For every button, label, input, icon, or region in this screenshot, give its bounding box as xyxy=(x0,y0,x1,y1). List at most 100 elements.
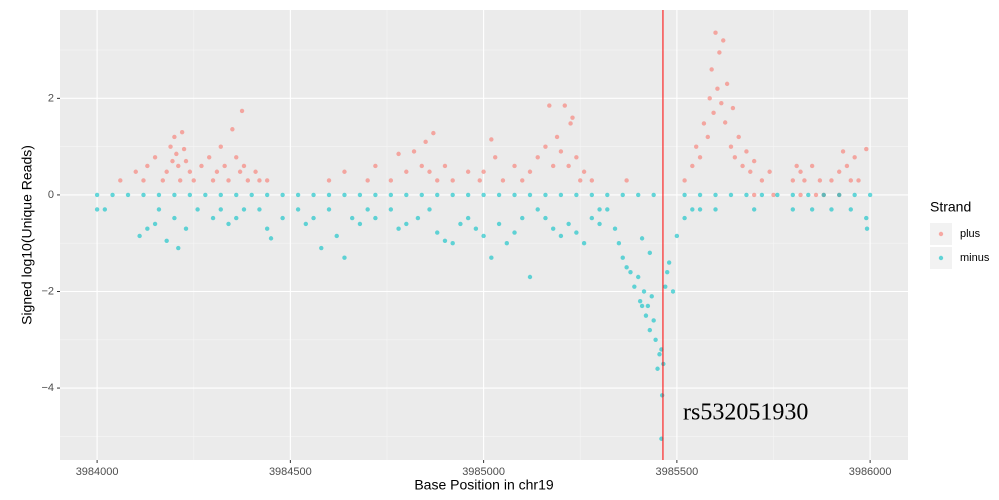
point xyxy=(852,192,857,198)
point xyxy=(187,169,193,174)
point xyxy=(489,137,494,142)
legend-swatch xyxy=(938,231,944,237)
point xyxy=(558,192,564,198)
point xyxy=(164,238,169,243)
point xyxy=(241,163,247,169)
point xyxy=(724,81,730,87)
point xyxy=(697,192,703,198)
point xyxy=(612,226,618,231)
point xyxy=(581,241,587,246)
point xyxy=(222,163,227,169)
point xyxy=(798,169,803,174)
point xyxy=(373,215,378,221)
point xyxy=(663,284,668,289)
point xyxy=(856,178,861,183)
point xyxy=(481,192,486,198)
point xyxy=(241,207,247,212)
annotation: rs532051930 xyxy=(683,400,808,426)
point xyxy=(616,241,622,246)
point xyxy=(435,178,440,183)
point xyxy=(427,169,432,174)
point xyxy=(574,230,579,235)
x-tick-label: 3984000 xyxy=(76,466,119,478)
point xyxy=(759,178,765,183)
point xyxy=(690,163,695,169)
point xyxy=(751,158,757,164)
point xyxy=(396,151,401,157)
point xyxy=(653,337,658,342)
point xyxy=(152,221,158,227)
point xyxy=(748,169,753,174)
point xyxy=(581,169,587,174)
point xyxy=(527,274,533,280)
point xyxy=(137,233,142,239)
point xyxy=(589,178,595,183)
point xyxy=(442,163,448,169)
point xyxy=(357,192,363,198)
point xyxy=(693,144,699,149)
point xyxy=(512,192,517,198)
point xyxy=(647,327,653,333)
point xyxy=(303,221,309,227)
grid xyxy=(60,10,908,460)
point xyxy=(790,207,796,212)
point xyxy=(245,178,251,183)
point xyxy=(543,144,548,149)
point xyxy=(415,215,421,221)
point xyxy=(264,192,270,198)
point xyxy=(717,50,722,55)
point xyxy=(110,192,115,198)
point xyxy=(705,134,710,140)
point xyxy=(152,155,158,160)
point xyxy=(264,178,270,183)
point xyxy=(829,207,834,212)
point xyxy=(257,178,262,183)
point xyxy=(697,155,703,160)
point xyxy=(645,303,651,309)
point xyxy=(102,207,108,212)
point xyxy=(295,207,301,212)
point xyxy=(442,238,448,243)
point xyxy=(732,155,738,160)
point xyxy=(218,207,223,212)
point xyxy=(172,192,177,198)
point xyxy=(837,192,842,198)
point xyxy=(458,221,463,227)
point xyxy=(253,169,258,174)
point xyxy=(280,215,285,221)
point xyxy=(125,192,131,198)
legend-label: minus xyxy=(960,252,990,264)
point xyxy=(736,134,741,140)
point xyxy=(771,192,776,198)
point xyxy=(578,178,583,183)
point xyxy=(566,163,571,169)
point xyxy=(145,163,150,169)
point xyxy=(164,169,169,174)
point xyxy=(156,207,162,212)
point xyxy=(840,149,846,154)
point xyxy=(319,245,324,251)
point xyxy=(643,313,649,318)
point xyxy=(597,207,602,212)
point xyxy=(821,192,826,198)
point xyxy=(199,163,204,169)
point xyxy=(864,215,869,221)
point xyxy=(512,163,517,169)
point xyxy=(203,192,208,198)
point xyxy=(670,289,676,294)
point xyxy=(674,233,680,239)
point xyxy=(543,215,548,221)
point xyxy=(520,215,525,221)
point xyxy=(500,178,506,183)
point xyxy=(411,149,417,154)
point xyxy=(326,178,332,183)
point xyxy=(365,178,370,183)
point xyxy=(527,169,533,174)
point xyxy=(802,178,807,183)
point xyxy=(234,215,239,221)
point xyxy=(715,86,720,91)
y-tick-label: −2 xyxy=(41,285,54,297)
point xyxy=(535,207,540,212)
point xyxy=(427,207,432,212)
point xyxy=(813,192,819,198)
